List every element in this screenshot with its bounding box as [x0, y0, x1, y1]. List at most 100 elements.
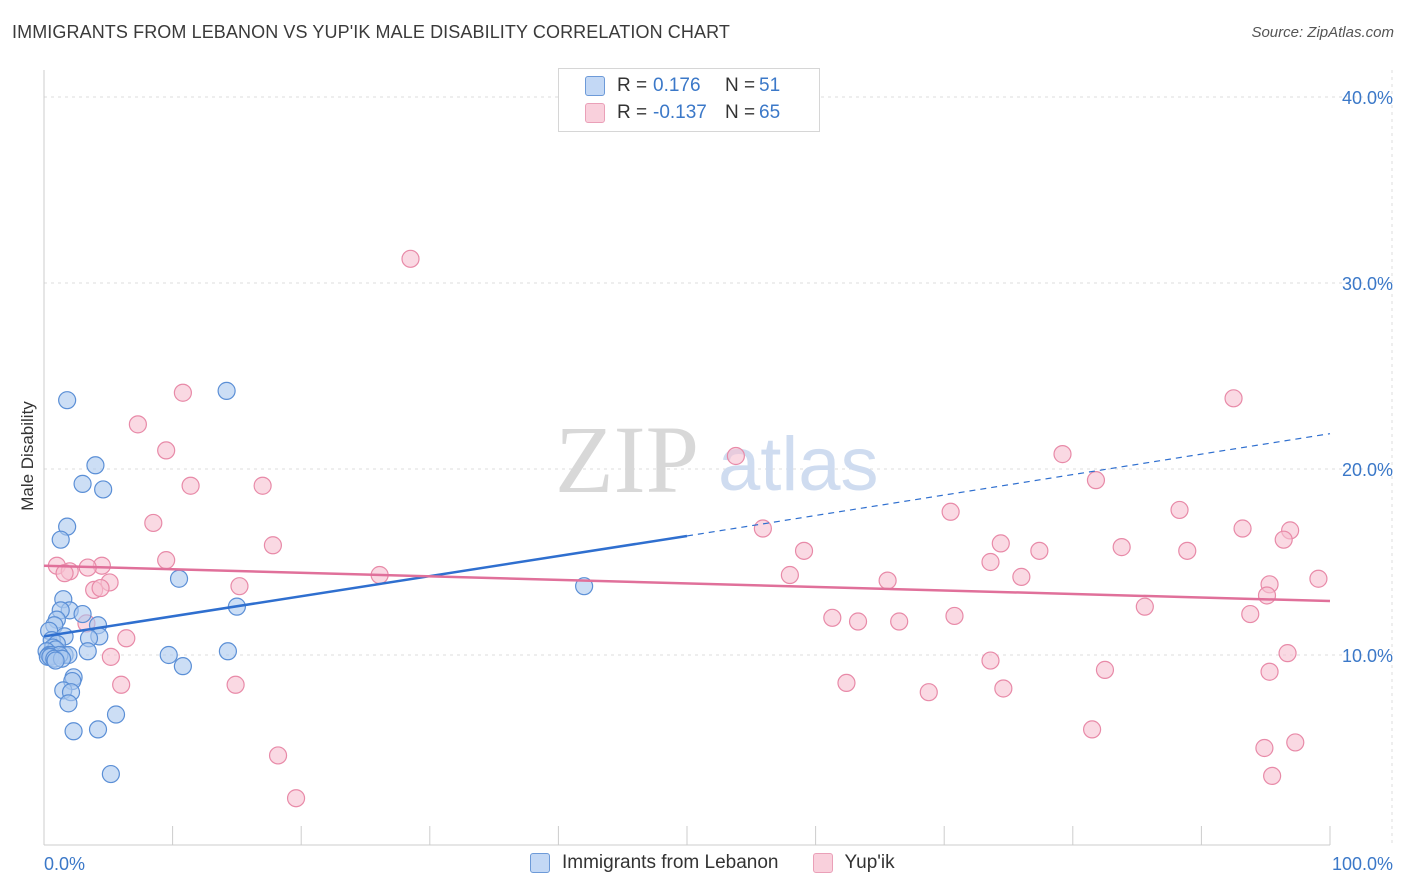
legend-n-label: N =	[725, 102, 756, 123]
legend-swatch-blue	[530, 853, 550, 873]
legend-n-label: N =	[725, 75, 756, 96]
point-yupik	[1082, 720, 1102, 739]
point-yupik	[1257, 586, 1277, 605]
point-lebanon	[173, 657, 192, 676]
point-lebanon	[86, 456, 105, 475]
watermark: ZIP atlas	[555, 406, 879, 513]
y-tick-label: 20.0%	[1342, 460, 1393, 480]
point-yupik	[230, 577, 249, 596]
point-yupik	[878, 571, 897, 590]
point-yupik	[1053, 445, 1072, 464]
point-yupik	[286, 789, 306, 808]
point-yupik	[1255, 738, 1274, 758]
point-lebanon	[73, 474, 92, 493]
chart-title: IMMIGRANTS FROM LEBANON VS YUP'IK MALE D…	[12, 22, 730, 42]
tick-labels: 10.0% 20.0% 30.0% 40.0% 0.0% 100.0%	[44, 88, 1393, 874]
watermark-zip: ZIP	[555, 406, 699, 513]
legend-r-value: -0.137	[653, 102, 707, 123]
legend-swatch-blue	[585, 76, 605, 96]
point-yupik	[991, 534, 1010, 553]
point-lebanon	[159, 645, 178, 665]
source-label: Source: ZipAtlas.com	[1251, 24, 1394, 41]
point-yupik	[157, 441, 176, 460]
point-lebanon	[88, 720, 108, 739]
point-yupik	[726, 446, 745, 466]
legend-n-value: 51	[759, 75, 781, 96]
point-yupik	[945, 606, 964, 626]
point-yupik	[941, 502, 960, 521]
point-yupik	[753, 519, 772, 538]
point-lebanon	[94, 480, 113, 499]
point-yupik	[173, 383, 192, 402]
point-yupik	[794, 541, 814, 560]
point-lebanon	[217, 381, 236, 400]
y-tick-label: 30.0%	[1342, 274, 1393, 294]
legend-item-yupik[interactable]: Yup'ik	[812, 852, 895, 874]
point-yupik	[268, 746, 288, 765]
series-yupik-points	[47, 249, 1328, 808]
legend-row-yupik: R = -0.137 N = 65	[585, 100, 780, 126]
point-yupik	[253, 476, 272, 495]
point-yupik	[1286, 733, 1305, 752]
point-yupik	[101, 647, 120, 666]
point-lebanon	[106, 705, 126, 724]
point-yupik	[1274, 530, 1293, 549]
point-yupik	[823, 608, 842, 627]
point-yupik	[157, 551, 176, 570]
trend-line-yupik	[43, 564, 1331, 603]
point-lebanon	[46, 651, 65, 670]
legend-row-lebanon: R = 0.176 N = 51	[585, 73, 780, 99]
trend-line-lebanon	[43, 534, 688, 638]
series-lebanon-points	[37, 381, 594, 784]
point-yupik	[890, 612, 909, 631]
point-yupik	[401, 249, 420, 268]
legend-swatch-pink	[812, 853, 833, 873]
point-yupik	[848, 612, 868, 631]
point-yupik	[981, 552, 1000, 572]
point-yupik	[1278, 644, 1297, 663]
point-yupik	[1233, 519, 1252, 538]
legend-label-yupik: Yup'ik	[844, 852, 895, 873]
legend-n-value: 65	[759, 102, 781, 123]
trend-line-lebanon-extended	[686, 433, 1331, 537]
legend-r-label: R =	[617, 75, 648, 96]
point-yupik	[1030, 541, 1049, 560]
point-yupik	[919, 683, 938, 702]
point-yupik	[112, 675, 131, 694]
x-tick-label-max: 100.0%	[1332, 854, 1393, 874]
point-yupik	[1086, 471, 1106, 490]
legend-item-lebanon[interactable]: Immigrants from Lebanon	[530, 852, 779, 874]
point-yupik	[1112, 538, 1131, 557]
point-yupik	[1170, 500, 1189, 520]
point-yupik	[1309, 569, 1328, 588]
point-yupik	[1263, 766, 1282, 786]
point-lebanon	[78, 642, 97, 661]
point-lebanon	[51, 530, 70, 549]
axes	[43, 70, 1331, 846]
point-yupik	[117, 629, 136, 648]
point-lebanon	[73, 604, 92, 624]
x-tick-label-min: 0.0%	[44, 854, 85, 874]
y-tick-label: 40.0%	[1342, 88, 1393, 108]
point-lebanon	[218, 642, 237, 661]
point-yupik	[181, 476, 200, 495]
point-yupik	[780, 565, 799, 585]
point-yupik	[994, 679, 1013, 698]
point-lebanon	[101, 764, 120, 784]
point-yupik	[1095, 660, 1115, 679]
series-legend: Immigrants from Lebanon Yup'ik	[530, 852, 929, 874]
point-yupik	[91, 578, 110, 598]
point-lebanon	[58, 391, 77, 410]
point-yupik	[981, 651, 1000, 670]
point-yupik	[1241, 604, 1260, 624]
point-yupik	[55, 564, 74, 583]
point-yupik	[128, 415, 147, 434]
legend-swatch-pink	[585, 103, 605, 123]
point-yupik	[1260, 662, 1279, 681]
stats-legend: R = 0.176 N = 51 R = -0.137 N = 65	[558, 68, 820, 132]
point-yupik	[1178, 541, 1197, 560]
point-yupik	[226, 675, 245, 694]
point-yupik	[837, 673, 856, 693]
point-yupik	[1135, 597, 1154, 616]
